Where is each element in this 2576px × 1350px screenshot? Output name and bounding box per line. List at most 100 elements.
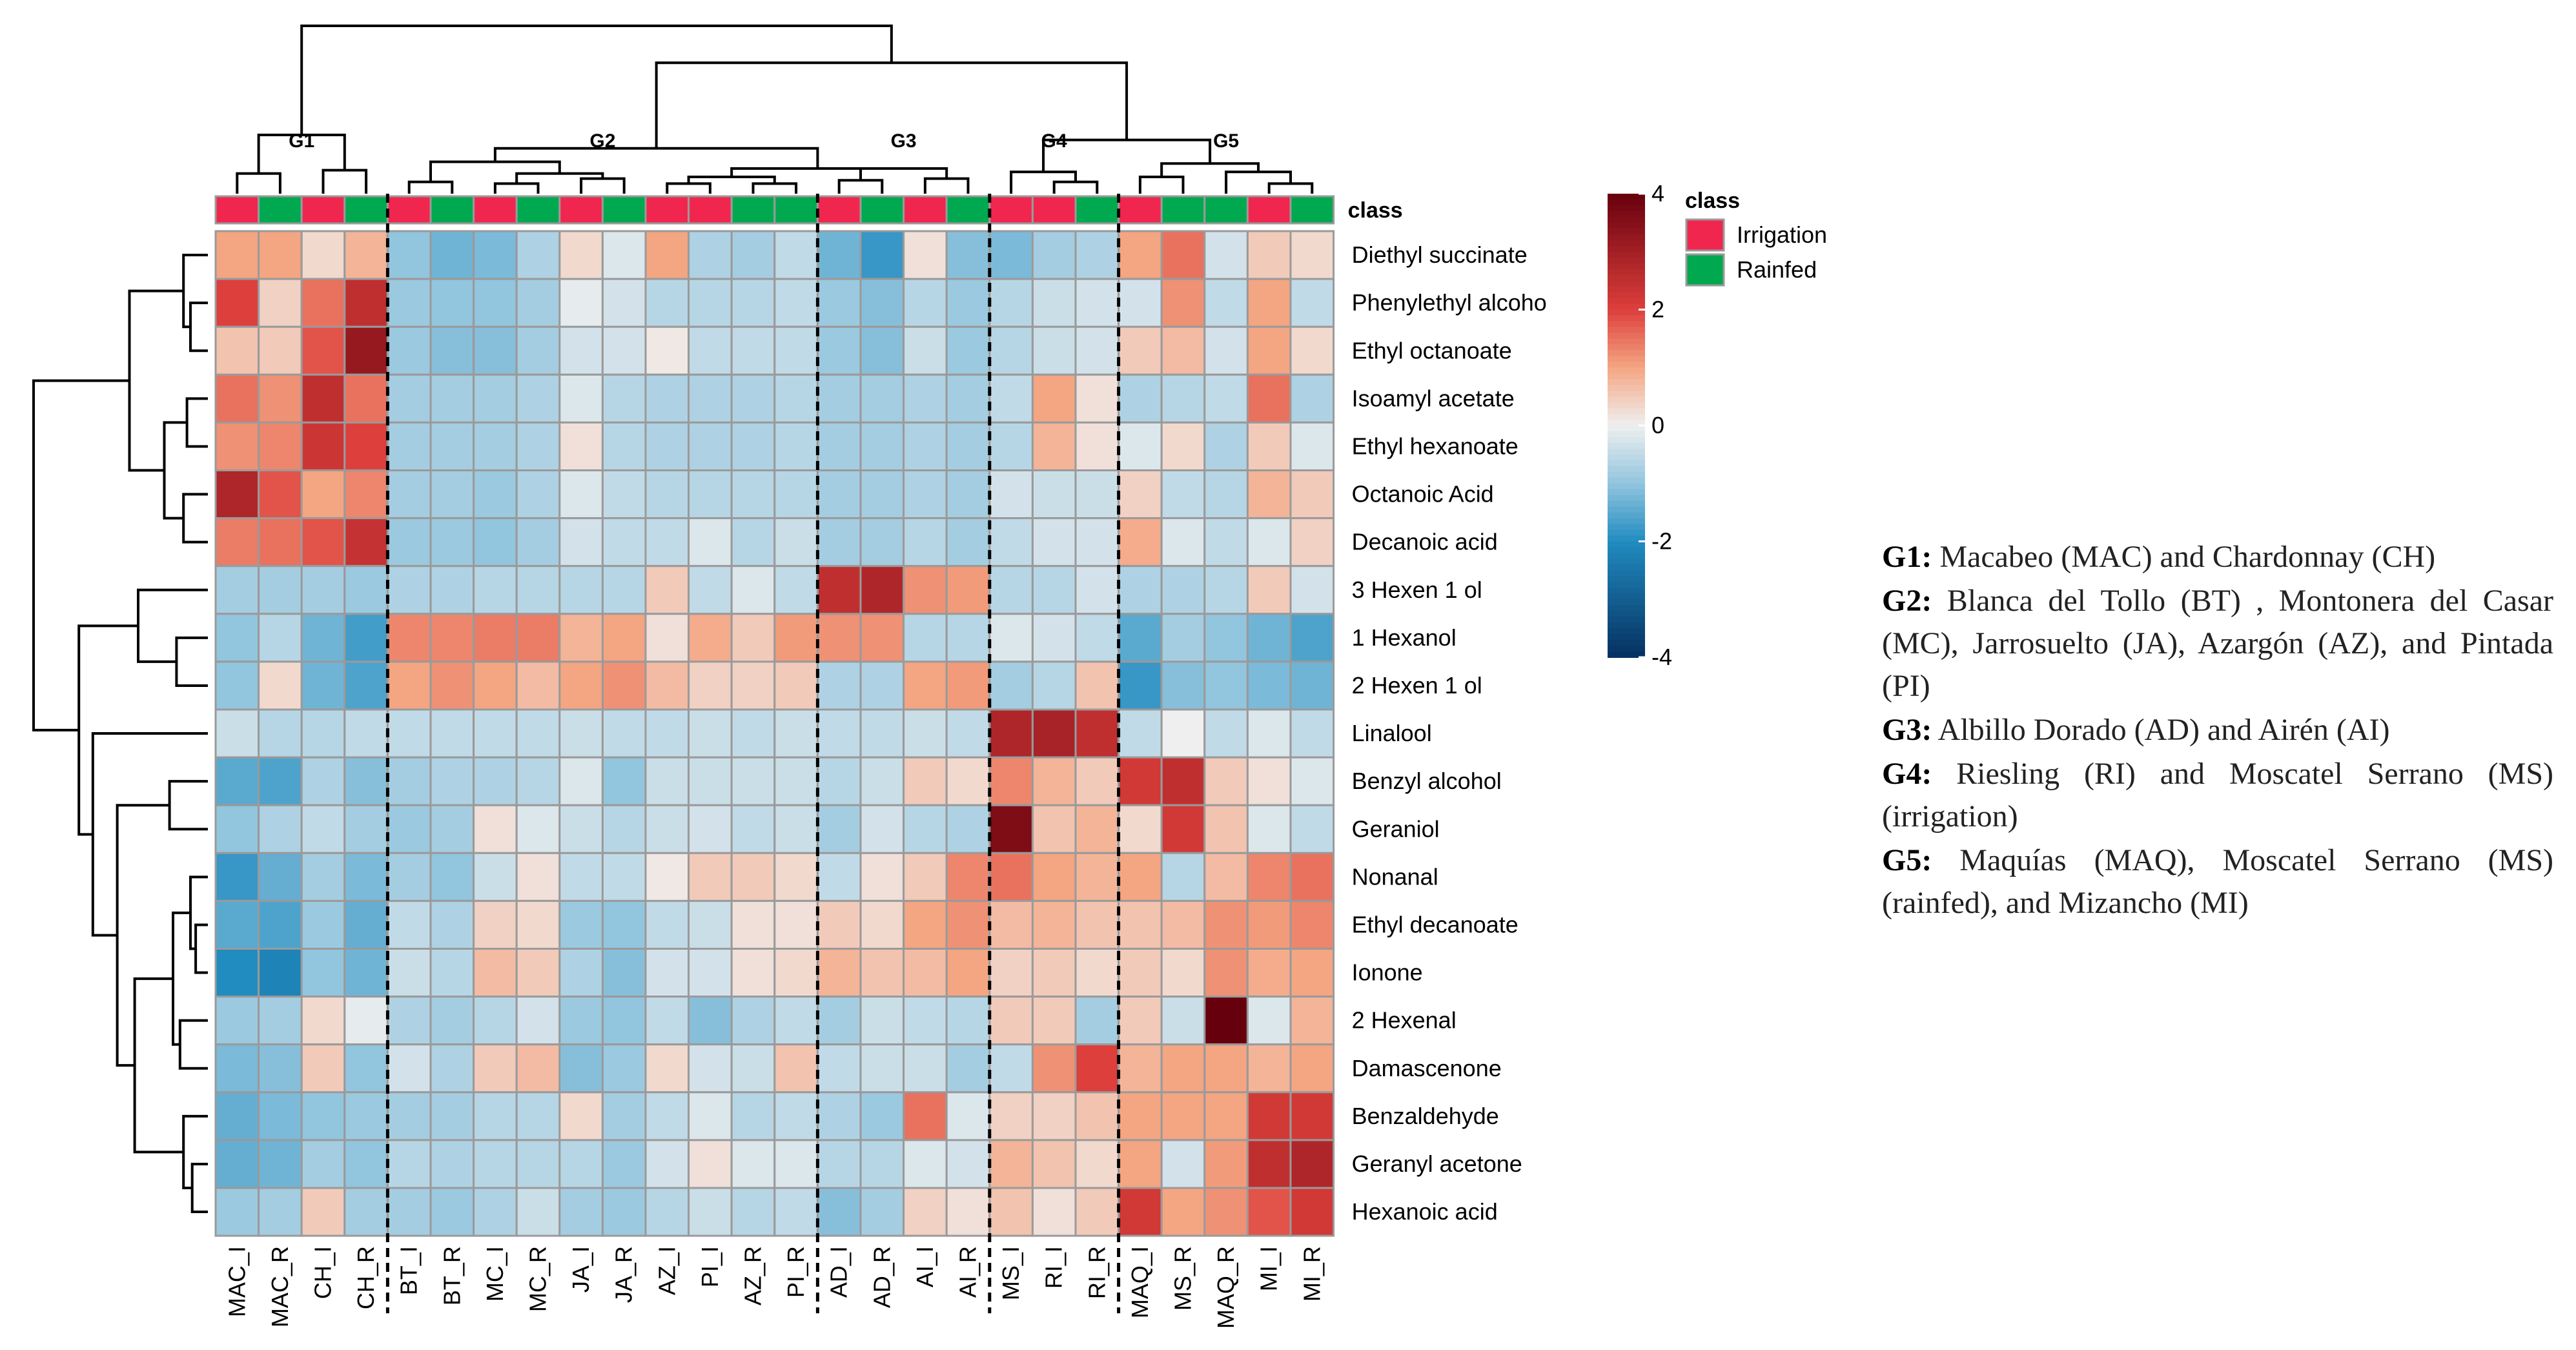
- cell-2-hexen-1-ol-mac-r: [258, 660, 303, 711]
- color-scale-step: [1608, 245, 1645, 252]
- cell-ionone-ai-i: [903, 948, 948, 998]
- cell-2-hexenal-ms-r: [1160, 996, 1206, 1046]
- cell-ethyl-hexanoate-ai-r: [945, 421, 991, 472]
- cell-phenylethyl-alcoho-ch-r: [343, 278, 389, 328]
- cell-linalool-ch-i: [300, 708, 346, 759]
- cell-benzaldehyde-az-r: [730, 1091, 776, 1141]
- color-scale-step: [1608, 280, 1645, 287]
- cell-nonanal-mac-i: [214, 852, 260, 902]
- cell-benzyl-alcohol-ad-i: [816, 756, 862, 806]
- color-scale-step: [1608, 512, 1645, 519]
- cell-phenylethyl-alcoho-az-i: [644, 278, 690, 328]
- cell-2-hexenal-ch-i: [300, 996, 346, 1046]
- cell-ethyl-decanoate-mc-r: [515, 899, 561, 950]
- cell-isoamyl-acetate-ms-r: [1160, 373, 1206, 424]
- heatmap-figure: G1 G2 G3 G4 G5 class Diethyl succinate Phenyl…: [32, 25, 1827, 1329]
- cell-ethyl-octanoate-mac-r: [258, 325, 303, 376]
- row-label: Damascenone: [1352, 1055, 1502, 1081]
- cell-ethyl-hexanoate-az-i: [644, 421, 690, 472]
- cell-decanoic-acid-ri-r: [1074, 517, 1120, 568]
- cell-nonanal-mi-r: [1289, 852, 1335, 902]
- cell-geraniol-bt-i: [386, 804, 432, 854]
- cell-decanoic-acid-mi-i: [1246, 517, 1292, 568]
- cell-geranyl-acetone-az-i: [644, 1139, 690, 1189]
- column-dendrogram: [236, 25, 1314, 194]
- cell-linalool-ad-r: [859, 708, 905, 759]
- cell-3-hexen-1-ol-ad-i: [816, 565, 862, 615]
- cell-ionone-ch-i: [300, 948, 346, 998]
- cell-geranyl-acetone-ms-i: [988, 1139, 1034, 1189]
- cell-benzyl-alcohol-maq-i: [1118, 756, 1163, 806]
- cell-isoamyl-acetate-bt-i: [386, 373, 432, 424]
- cell-ionone-az-r: [730, 948, 776, 998]
- cell-linalool-mac-r: [258, 708, 303, 759]
- cell-octanoic-acid-az-r: [730, 469, 776, 520]
- column-label: RI_R: [1083, 1246, 1110, 1299]
- color-scale-step: [1608, 553, 1645, 560]
- color-scale-step: [1608, 529, 1645, 537]
- dendrogram-branch: [190, 1162, 208, 1214]
- cell-benzaldehyde-ri-i: [1031, 1091, 1077, 1141]
- cell-damascenone-mac-r: [258, 1043, 303, 1094]
- cell-nonanal-ri-i: [1031, 852, 1077, 902]
- cell-2-hexen-1-ol-ri-r: [1074, 660, 1120, 711]
- row-label: Ethyl hexanoate: [1352, 433, 1518, 459]
- column-label: PI_R: [782, 1246, 809, 1298]
- cell-damascenone-ch-r: [343, 1043, 389, 1094]
- cell-ethyl-hexanoate-mac-i: [214, 421, 260, 472]
- color-scale-step: [1608, 500, 1645, 507]
- color-scale-step: [1608, 332, 1645, 340]
- row-label: 2 Hexenal: [1352, 1007, 1457, 1034]
- cell-geraniol-ri-i: [1031, 804, 1077, 854]
- cell-benzaldehyde-ch-r: [343, 1091, 389, 1141]
- cell-hexanoic-acid-mc-i: [473, 1187, 518, 1237]
- dendrogram-branch: [322, 169, 368, 194]
- cell-ethyl-decanoate-ms-r: [1160, 899, 1206, 950]
- cell-benzyl-alcohol-ri-i: [1031, 756, 1077, 806]
- column-label: AI_I: [912, 1246, 938, 1287]
- color-scale-step: [1608, 489, 1645, 496]
- color-scale-step: [1608, 298, 1645, 305]
- cell-geranyl-acetone-ri-i: [1031, 1139, 1077, 1189]
- cell-2-hexenal-bt-r: [429, 996, 475, 1046]
- cell-geranyl-acetone-maq-i: [1118, 1139, 1163, 1189]
- cell-linalool-mi-r: [1289, 708, 1335, 759]
- cell-benzaldehyde-ms-r: [1160, 1091, 1206, 1141]
- cell-geraniol-ai-r: [945, 804, 991, 854]
- row-label: 2 Hexen 1 ol: [1352, 672, 1482, 699]
- row-label: 1 Hexanol: [1352, 624, 1457, 651]
- cell-3-hexen-1-ol-bt-i: [386, 565, 432, 615]
- color-scale-step: [1608, 194, 1645, 200]
- row-label: Phenylethyl alcoho: [1352, 289, 1547, 316]
- cell-2-hexen-1-ol-ri-i: [1031, 660, 1077, 711]
- cell-geranyl-acetone-ad-r: [859, 1139, 905, 1189]
- class-cell-mi-i: [1246, 195, 1292, 225]
- cell-octanoic-acid-mc-r: [515, 469, 561, 520]
- cell-hexanoic-acid-ai-i: [903, 1187, 948, 1237]
- color-scale-step: [1608, 263, 1645, 270]
- cell-2-hexen-1-ol-ms-r: [1160, 660, 1206, 711]
- cell-ionone-mac-i: [214, 948, 260, 998]
- cell-benzaldehyde-mc-i: [473, 1091, 518, 1141]
- cell-octanoic-acid-mac-r: [258, 469, 303, 520]
- cell-geranyl-acetone-mac-r: [258, 1139, 303, 1189]
- color-scale-tick-label: 2: [1651, 296, 1664, 323]
- cell-nonanal-ri-r: [1074, 852, 1120, 902]
- cell-ionone-ms-i: [988, 948, 1034, 998]
- cell-2-hexenal-pi-i: [688, 996, 733, 1046]
- cell-hexanoic-acid-maq-i: [1118, 1187, 1163, 1237]
- cell-phenylethyl-alcoho-ai-i: [903, 278, 948, 328]
- cell-octanoic-acid-bt-r: [429, 469, 475, 520]
- cell-3-hexen-1-ol-maq-i: [1118, 565, 1163, 615]
- cell-3-hexen-1-ol-ms-r: [1160, 565, 1206, 615]
- cell-1-hexanol-az-i: [644, 613, 690, 663]
- cell-benzaldehyde-ai-i: [903, 1091, 948, 1141]
- color-scale-step: [1608, 274, 1645, 281]
- cell-nonanal-mc-r: [515, 852, 561, 902]
- cell-2-hexen-1-ol-mi-i: [1246, 660, 1292, 711]
- cell-ethyl-decanoate-az-i: [644, 899, 690, 950]
- column-label: AD_I: [826, 1246, 852, 1298]
- cell-nonanal-ch-i: [300, 852, 346, 902]
- column-label: RI_I: [1041, 1246, 1067, 1289]
- color-scale-step: [1608, 210, 1645, 218]
